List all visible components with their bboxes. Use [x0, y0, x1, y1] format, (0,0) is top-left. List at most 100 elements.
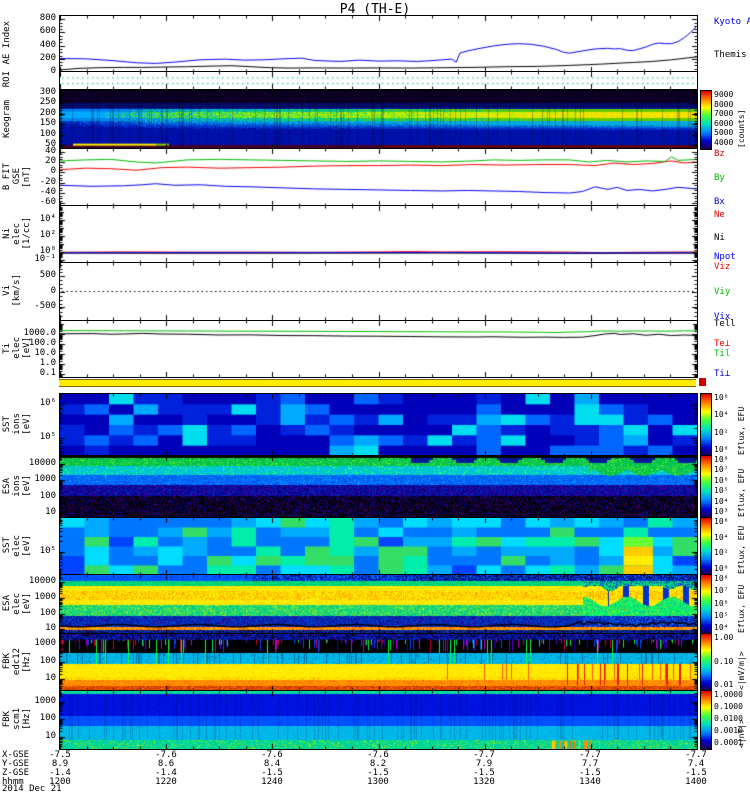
y-tick-label: 400	[39, 39, 56, 50]
y-tick-label: 100	[39, 655, 56, 666]
y-tick-label: 200	[39, 52, 56, 63]
trace-label-viy: Viy	[714, 286, 731, 297]
y-tick-label: 100	[39, 128, 56, 139]
velocity-plot	[60, 263, 697, 320]
axis-value: -7.6	[367, 750, 389, 760]
y-tick-label: 1000	[34, 474, 56, 485]
panel-roi	[59, 71, 698, 90]
colorbar-tick-label: 0.01	[714, 680, 734, 689]
y-tick-label: 50	[45, 138, 56, 149]
colorbar-tick-label: 10⁷	[714, 465, 729, 475]
colorbar-tick-label: 10⁴	[714, 496, 729, 506]
axis-value: -7.7	[685, 750, 707, 760]
panel-esa-ions	[59, 455, 698, 519]
colorbar-tick-label: 10⁸	[714, 455, 729, 464]
trace-label-te-: Te⊥	[714, 339, 731, 350]
axis-value: 8.6	[157, 759, 175, 769]
trace-label-tell: Tell	[714, 318, 736, 329]
axis-value: -7.6	[155, 750, 177, 760]
axis-value: 7.4	[687, 759, 705, 769]
y-tick-label: 1000.0	[23, 328, 56, 338]
panel-fbk-scm1	[59, 690, 698, 750]
colorbar-tick-label: 10⁴	[714, 532, 729, 542]
axis-label-keogram: Keogram	[2, 90, 12, 148]
axis-label-line: Vi	[2, 285, 12, 296]
trace-label-by: By	[714, 172, 725, 183]
y-tick-label: 100	[39, 713, 56, 724]
panel-temperature	[59, 320, 698, 378]
axis-label-line: SST	[2, 537, 12, 554]
y-tick-label: 600	[39, 26, 56, 37]
esa-electrons-spectrogram	[60, 575, 697, 634]
axis-value: 1320	[473, 777, 495, 787]
y-tick-label: 10.0	[34, 347, 56, 358]
colorbar-tick-label: 0.1000	[714, 702, 743, 711]
colorbar-tick-label: 0.0001	[714, 738, 743, 747]
axis-label-line: ESA	[2, 477, 12, 495]
y-tick-label: 10⁶	[39, 398, 56, 409]
trace-label-vix: Vix	[714, 311, 731, 322]
axis-value: 1220	[155, 777, 177, 787]
axis-value: -1.5	[579, 768, 601, 778]
colorbar-sst-electrons	[700, 517, 712, 576]
trace-label-bz: Bz	[714, 148, 725, 159]
colorbar-tick-label: 10³	[714, 507, 729, 516]
density-plot	[60, 206, 697, 263]
colorbar-sst-ions	[700, 393, 712, 457]
axis-value: -1.5	[261, 768, 283, 778]
y-tick-label: 150	[39, 118, 56, 129]
fbk-scm1-spectrogram	[60, 691, 697, 749]
axis-value: -1.5	[367, 768, 389, 778]
colorbar-tick-label: 10⁶	[714, 517, 729, 526]
colorbar-tick-label: 10⁴	[714, 623, 729, 632]
fbk-edc12-spectrogram	[60, 634, 697, 691]
y-tick-label: 40	[45, 145, 56, 156]
colorbar-tick-label: 10²	[714, 548, 729, 558]
colorbar-tick-label: 0.10	[714, 656, 734, 666]
colorbar-unit-label: Eflux, EFU	[737, 406, 746, 455]
trace-label-ni: Ni	[714, 233, 725, 244]
axis-label-ae-index: AE Index	[2, 15, 12, 71]
axis-label-roi: ROI	[2, 71, 12, 88]
colorbar-unit-label: Eflux, EFU	[737, 584, 746, 633]
trace-label-npot: Npot	[714, 252, 736, 263]
colorbar-unit-label: [counts]	[737, 109, 746, 148]
sst-ions-spectrogram	[60, 394, 697, 456]
panel-fbk-edc12	[59, 633, 698, 692]
axis-value: -7.7	[473, 750, 495, 760]
colorbar-esa-ions	[700, 455, 712, 519]
axis-row-label-z-gse: Z-GSE	[2, 768, 30, 778]
trace-label-viz: Viz	[714, 261, 731, 272]
y-tick-label: -20	[39, 176, 56, 187]
axis-row-label-hhmm: hhmm	[2, 777, 24, 787]
colorbar-tick-label: 10⁰	[714, 564, 729, 573]
axis-value: 1300	[367, 777, 389, 787]
colorbar-tick-label: 4000	[714, 138, 734, 147]
panel-ae-index	[59, 15, 698, 73]
y-tick-label: 0	[50, 66, 56, 76]
axis-value: 8.2	[369, 759, 387, 769]
y-tick-label: 1000	[34, 695, 56, 706]
colorbar-tick-label: 10²	[714, 427, 729, 437]
axis-label-line: ESA	[2, 595, 12, 612]
y-tick-label: 1000	[34, 592, 56, 603]
trace-label-kyoto-ae: Kyoto AE	[714, 16, 750, 27]
axis-label-line: [eV]	[22, 413, 32, 435]
axis-value: -1.4	[155, 768, 177, 778]
axis-value: 1200	[49, 777, 71, 787]
axis-value: -7.5	[49, 750, 71, 760]
colorbar-tick-label: 10⁶	[714, 475, 729, 485]
ae-index-plot	[60, 16, 697, 72]
y-tick-label: 20	[45, 155, 56, 166]
panel-esa-electrons	[59, 574, 698, 635]
panel-sst-electrons	[59, 517, 698, 576]
axis-value: -1.5	[685, 768, 707, 778]
y-tick-label: 10⁵	[39, 545, 56, 556]
y-tick-label: 1000	[34, 638, 56, 649]
colorbar-fbk-scm1	[700, 690, 712, 750]
y-tick-label: 10⁵	[39, 432, 56, 443]
y-tick-label: 250	[39, 97, 56, 108]
colorbar-tick-label: 10⁶	[714, 393, 729, 402]
axis-row-label-y-gse: Y-GSE	[2, 759, 30, 769]
